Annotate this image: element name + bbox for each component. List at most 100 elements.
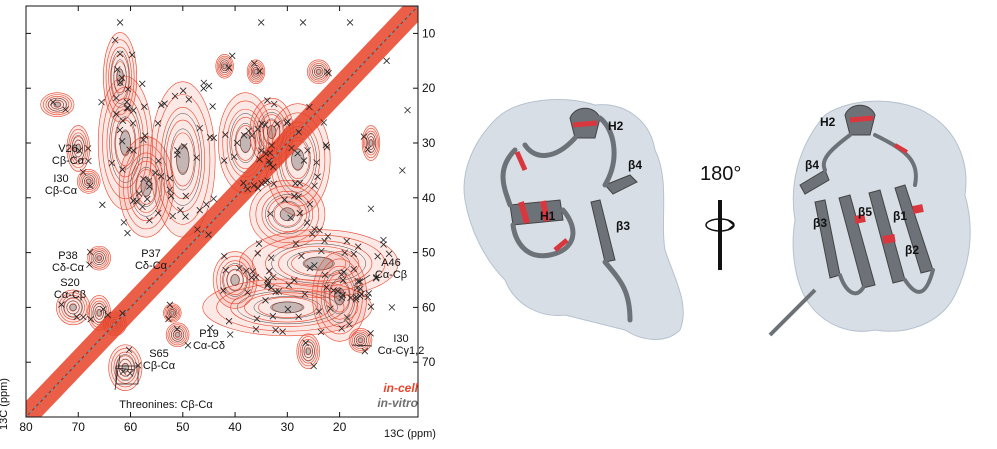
in-cell-contour (167, 324, 188, 346)
in-cell-contour (249, 180, 326, 249)
peak-marker (321, 271, 329, 279)
peak-marker (254, 184, 262, 192)
peak-marker (292, 180, 299, 187)
in-cell-contour (115, 119, 136, 167)
x-axis-ticks: 80 70 60 50 40 30 20 (19, 6, 347, 434)
in-cell-contour (110, 348, 140, 388)
label-right-h2: H2 (820, 115, 836, 129)
peak-marker (266, 149, 274, 157)
in-vitro-contour (94, 306, 104, 320)
peak-marker (367, 205, 375, 213)
peak-marker (309, 230, 316, 238)
in-vitro-contour (301, 341, 315, 362)
peak-marker (196, 124, 203, 132)
peak-marker (205, 82, 213, 90)
contour-group-22 (163, 303, 182, 323)
in-vitro-contour (176, 143, 190, 176)
peak-marker (283, 119, 290, 127)
peak-marker (141, 103, 148, 110)
leader-line (351, 344, 373, 347)
peak-marker (244, 185, 251, 193)
in-cell-contour (230, 287, 345, 327)
in-cell-contour (97, 75, 153, 211)
y-tick-label: 40 (422, 191, 436, 205)
peak-marker (327, 305, 334, 312)
peak-marker (225, 64, 233, 72)
legend-in-vitro: in-vitro (377, 396, 418, 410)
peak-marker (262, 150, 270, 157)
peak-marker (257, 147, 265, 154)
in-vitro-contour (222, 63, 227, 69)
peak-marker (311, 182, 318, 190)
rotation-label: 180° (700, 163, 742, 185)
in-cell-contour (216, 55, 233, 77)
peak-marker (139, 203, 146, 211)
in-vitro-contour (96, 309, 102, 317)
peak-marker (228, 52, 236, 60)
in-vitro-contour (173, 330, 183, 340)
label-right-b1: β1 (893, 209, 907, 223)
peak-marker (304, 147, 311, 154)
in-cell-contour (350, 329, 371, 351)
peak-marker (287, 214, 294, 222)
peak-marker (266, 267, 273, 275)
rotation-arrow-icon (705, 200, 735, 270)
annotation-p19-residue: P19 (199, 328, 219, 340)
in-cell-contour (121, 362, 130, 373)
x-tick-label: 80 (19, 420, 33, 434)
label-right-b2: β2 (905, 243, 919, 257)
peak-marker (119, 309, 126, 317)
peak-marker (343, 314, 351, 321)
in-cell-contour (252, 234, 386, 293)
peak-marker (374, 253, 381, 260)
annotation-i30-cg: I30 Cα-Cγ1,2 (373, 333, 429, 357)
in-vitro-contour (135, 166, 157, 207)
peak-marker (155, 157, 162, 165)
peak-marker (340, 269, 348, 276)
peak-marker (166, 301, 174, 309)
in-cell-contour (258, 296, 317, 318)
in-cell-contour (174, 331, 181, 338)
peak-marker (258, 179, 265, 187)
annotation-p19-atoms: Cα-Cδ (192, 340, 226, 352)
in-cell-contour (108, 344, 143, 391)
in-vitro-contour (328, 278, 351, 315)
legend-in-cell: in-cell (383, 381, 418, 395)
peak-marker (373, 274, 380, 281)
annotation-i30-cb-residue: I30 (53, 173, 69, 185)
peak-marker (221, 252, 228, 260)
leader-line (357, 274, 371, 284)
contour-group-19 (296, 333, 320, 369)
peak-marker (206, 324, 214, 332)
in-cell-contour (313, 66, 324, 77)
plot-frame (25, 5, 419, 418)
peak-marker (124, 104, 132, 112)
in-vitro-contour (84, 176, 94, 186)
y-tick-label: 50 (422, 246, 436, 260)
label-left-b4: β4 (628, 158, 642, 172)
contour-group-13 (76, 169, 101, 194)
in-vitro-contour (236, 290, 338, 325)
peak-marker (292, 240, 300, 247)
peak-marker (49, 99, 57, 106)
y-tick-label: 20 (422, 81, 436, 95)
in-vitro-contour (291, 148, 305, 171)
in-vitro-contour (240, 132, 251, 154)
annotation-i30-cb: I30 Cβ-Cα (41, 173, 81, 197)
in-cell-contour (61, 295, 85, 320)
x-tick-label: 20 (333, 420, 347, 434)
peak-marker (76, 147, 83, 154)
in-cell-contour (231, 117, 260, 169)
peak-marker (225, 317, 233, 325)
in-cell-contour (308, 61, 329, 83)
peak-marker (306, 103, 313, 111)
in-cell-contour (108, 46, 132, 108)
peak-marker (119, 166, 126, 173)
peak-marker (356, 292, 364, 300)
in-cell-contour (160, 106, 206, 212)
in-cell-contour (352, 331, 369, 349)
peak-marker (323, 143, 331, 151)
peak-marker (134, 362, 142, 369)
in-cell-contour (131, 160, 161, 213)
annotation-p38-atoms: Cδ-Cα (51, 262, 85, 274)
